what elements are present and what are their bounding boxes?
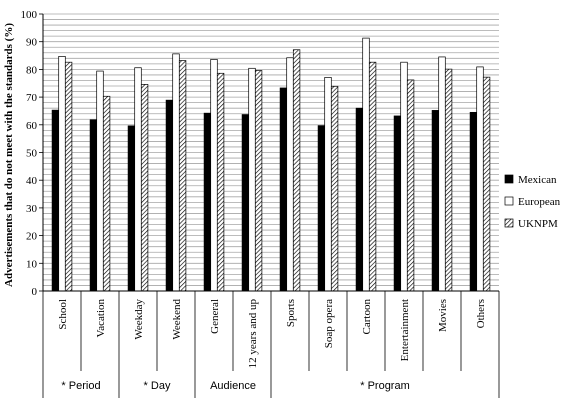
bar-uknpm bbox=[140, 84, 149, 292]
bar-mexican bbox=[165, 99, 174, 292]
axes bbox=[42, 14, 500, 398]
bar-european bbox=[400, 61, 408, 292]
bar-uknpm bbox=[102, 95, 111, 292]
bar-european bbox=[324, 77, 332, 292]
bar-european bbox=[248, 67, 256, 292]
bar-uknpm bbox=[330, 85, 339, 292]
x-group-label: * Period bbox=[61, 380, 100, 392]
bar-mexican bbox=[431, 110, 440, 292]
bar-european bbox=[134, 67, 142, 292]
x-category-label: Soap opera bbox=[323, 299, 335, 348]
legend-label-european: European bbox=[518, 196, 561, 208]
bar-uknpm bbox=[64, 61, 73, 292]
bar-european bbox=[172, 53, 180, 292]
x-category-label: Entertainment bbox=[399, 299, 411, 361]
bar-mexican bbox=[203, 112, 212, 292]
bar-mexican bbox=[89, 119, 98, 292]
x-category-label: Others bbox=[475, 299, 487, 328]
bar-uknpm bbox=[482, 76, 491, 292]
x-category-label: Movies bbox=[437, 299, 449, 332]
x-category-label: 12 years and up bbox=[247, 299, 259, 369]
bar-european bbox=[286, 57, 294, 292]
bar-uknpm bbox=[254, 70, 263, 292]
y-tick-label: 90 bbox=[26, 37, 38, 49]
x-category-label: Cartoon bbox=[361, 299, 373, 335]
x-group-label: Audience bbox=[210, 380, 256, 392]
y-axis-label: Advertisements that do not meet with the… bbox=[3, 23, 15, 287]
bar-uknpm bbox=[444, 68, 453, 292]
bar-mexican bbox=[127, 125, 136, 292]
x-category-label: Weekday bbox=[133, 299, 145, 340]
bar-european bbox=[362, 37, 370, 292]
bar-uknpm bbox=[368, 61, 377, 292]
legend-swatch-european bbox=[504, 196, 514, 206]
legend: Mexican European UKNPM bbox=[504, 174, 561, 230]
bar-uknpm bbox=[292, 49, 301, 292]
bar-mexican bbox=[317, 125, 326, 292]
bar-european bbox=[476, 66, 484, 292]
legend-swatch-mexican bbox=[504, 174, 514, 184]
bar-mexican bbox=[355, 107, 364, 292]
bar-uknpm bbox=[406, 79, 415, 292]
y-tick-label: 20 bbox=[26, 231, 38, 243]
x-category-label: Weekend bbox=[171, 299, 183, 340]
gridlines bbox=[43, 13, 499, 286]
y-tick-label: 80 bbox=[26, 64, 38, 76]
x-group-label: * Day bbox=[144, 380, 171, 392]
bar-european bbox=[210, 59, 218, 292]
y-tick-label: 30 bbox=[26, 203, 38, 215]
legend-swatch-uknpm bbox=[504, 218, 514, 228]
y-tick-label: 10 bbox=[26, 258, 38, 270]
bar-mexican bbox=[469, 111, 478, 292]
bar-mexican bbox=[51, 109, 60, 292]
y-tick-label: 100 bbox=[21, 9, 38, 21]
y-tick-label: 70 bbox=[26, 92, 38, 104]
bar-european bbox=[58, 56, 66, 292]
bar-uknpm bbox=[216, 72, 225, 292]
bar-mexican bbox=[279, 87, 288, 292]
x-category-label: Vacation bbox=[95, 299, 107, 338]
y-axis-ticks: 0 10 20 30 40 50 60 70 80 90 100 bbox=[21, 9, 43, 298]
y-tick-label: 60 bbox=[26, 120, 38, 132]
x-group-label: * Program bbox=[360, 380, 410, 392]
x-category-label: Sports bbox=[285, 299, 297, 327]
y-tick-label: 50 bbox=[26, 148, 38, 160]
x-axis-group-labels: * Period * Day Audience * Program bbox=[61, 380, 409, 392]
legend-label-mexican: Mexican bbox=[518, 174, 557, 186]
bar-mexican bbox=[241, 114, 250, 292]
x-axis-category-labels: School Vacation Weekday Weekend General 12 ye… bbox=[57, 299, 487, 369]
y-tick-label: 0 bbox=[32, 286, 38, 298]
y-tick-label: 40 bbox=[26, 175, 38, 187]
x-category-label: General bbox=[209, 299, 221, 334]
bars bbox=[51, 37, 491, 292]
bar-european bbox=[96, 70, 104, 292]
legend-label-uknpm: UKNPM bbox=[518, 218, 558, 230]
bar-uknpm bbox=[178, 60, 187, 292]
bar-mexican bbox=[393, 115, 402, 292]
bar-european bbox=[438, 56, 446, 292]
x-category-label: School bbox=[57, 299, 69, 330]
